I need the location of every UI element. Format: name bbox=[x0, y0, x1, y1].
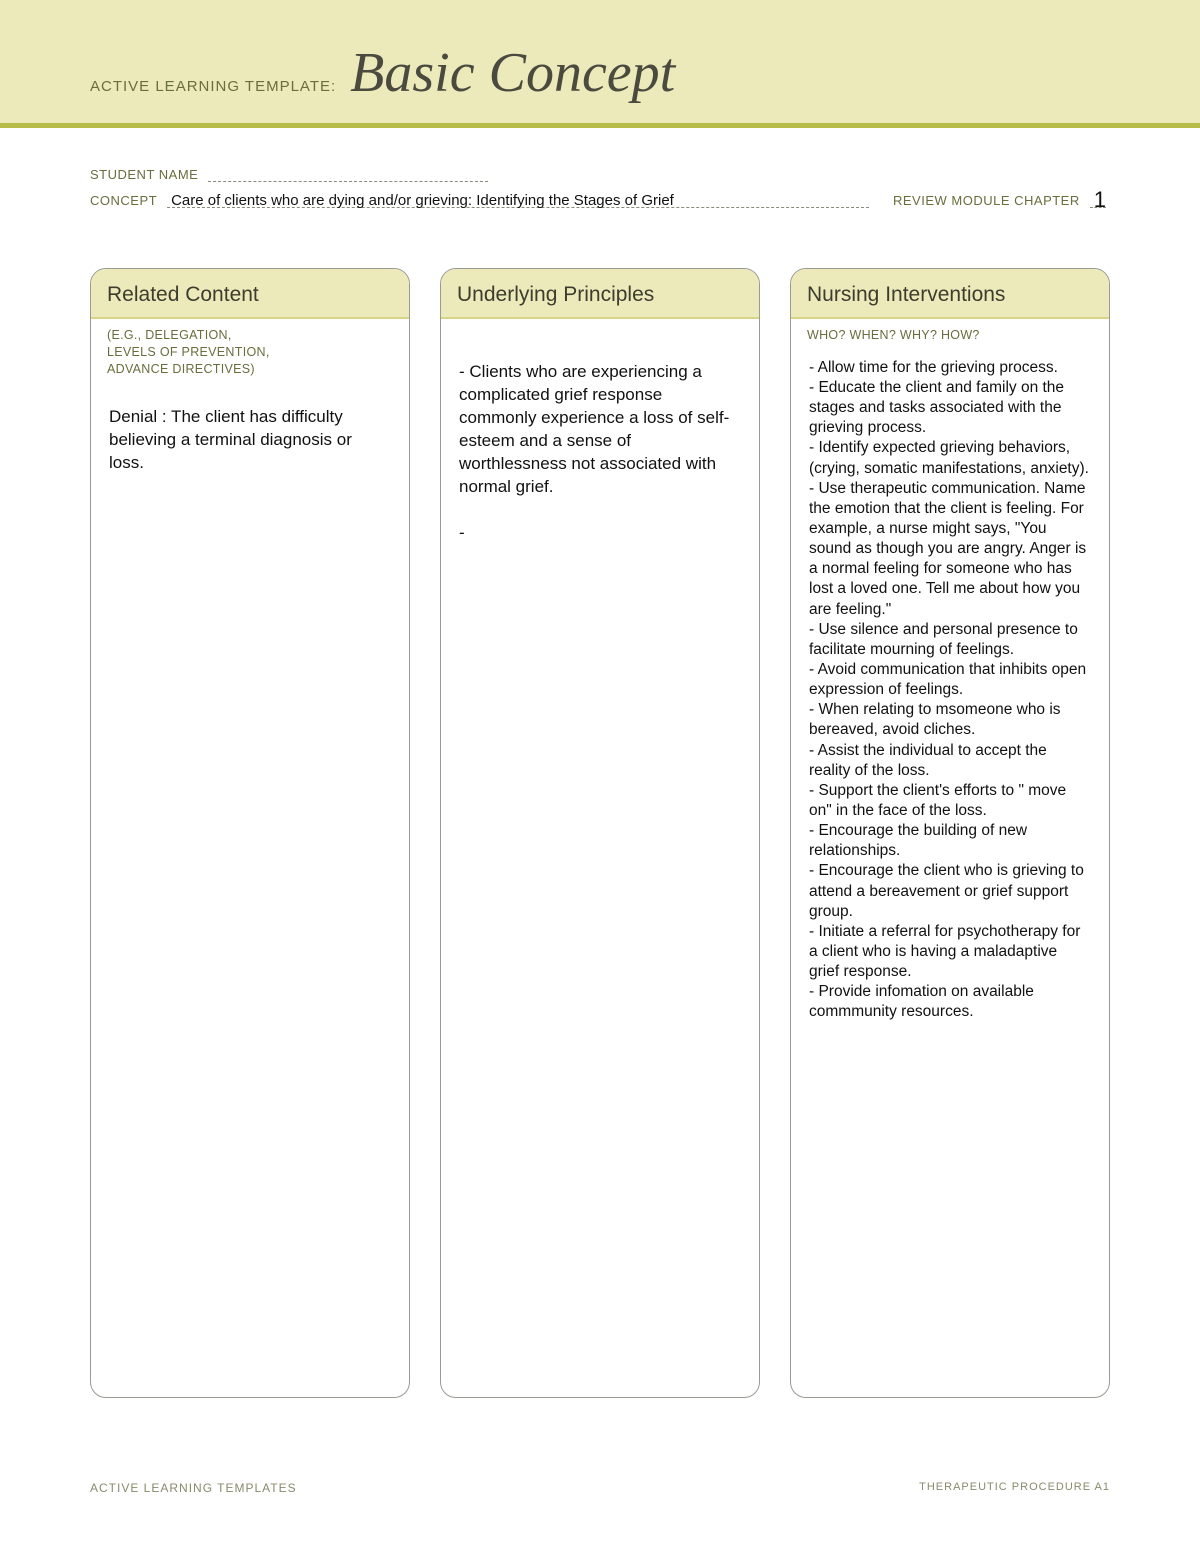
col-interventions-header: Nursing Interventions bbox=[791, 269, 1109, 319]
concept-label: CONCEPT bbox=[90, 193, 157, 208]
footer-left: ACTIVE LEARNING TEMPLATES bbox=[90, 1481, 297, 1495]
col-principles-title: Underlying Principles bbox=[457, 283, 743, 307]
col-principles-body: - Clients who are experiencing a complic… bbox=[441, 333, 759, 559]
header-prefix: ACTIVE LEARNING TEMPLATE: bbox=[90, 78, 336, 95]
col-principles-header: Underlying Principles bbox=[441, 269, 759, 319]
col-principles-sub bbox=[441, 319, 759, 333]
student-label: STUDENT NAME bbox=[90, 167, 198, 182]
columns: Related Content (E.G., DELEGATION, LEVEL… bbox=[0, 218, 1200, 1398]
col-related-sub: (E.G., DELEGATION, LEVELS OF PREVENTION,… bbox=[91, 319, 409, 378]
col-principles: Underlying Principles - Clients who are … bbox=[440, 268, 760, 1398]
col-related: Related Content (E.G., DELEGATION, LEVEL… bbox=[90, 268, 410, 1398]
col-interventions-sub: WHO? WHEN? WHY? HOW? bbox=[791, 319, 1109, 344]
col-related-body: Denial : The client has difficulty belie… bbox=[91, 378, 409, 489]
footer: ACTIVE LEARNING TEMPLATES THERAPEUTIC PR… bbox=[90, 1481, 1110, 1495]
footer-right: THERAPEUTIC PROCEDURE A1 bbox=[919, 1481, 1110, 1495]
header-title: Basic Concept bbox=[350, 41, 675, 105]
chapter-label: REVIEW MODULE CHAPTER bbox=[893, 193, 1080, 208]
student-value bbox=[208, 166, 488, 182]
header-band: ACTIVE LEARNING TEMPLATE: Basic Concept bbox=[0, 0, 1200, 128]
col-interventions-title: Nursing Interventions bbox=[807, 283, 1093, 307]
col-interventions: Nursing Interventions WHO? WHEN? WHY? HO… bbox=[790, 268, 1110, 1398]
concept-row: CONCEPT Care of clients who are dying an… bbox=[90, 192, 1110, 208]
meta-section: STUDENT NAME CONCEPT Care of clients who… bbox=[0, 128, 1200, 208]
chapter-value: 1 bbox=[1090, 192, 1106, 208]
col-related-title: Related Content bbox=[107, 283, 393, 307]
student-row: STUDENT NAME bbox=[90, 166, 1110, 182]
col-interventions-body: - Allow time for the grieving process. -… bbox=[791, 344, 1109, 1037]
col-related-header: Related Content bbox=[91, 269, 409, 319]
concept-value: Care of clients who are dying and/or gri… bbox=[167, 192, 869, 208]
